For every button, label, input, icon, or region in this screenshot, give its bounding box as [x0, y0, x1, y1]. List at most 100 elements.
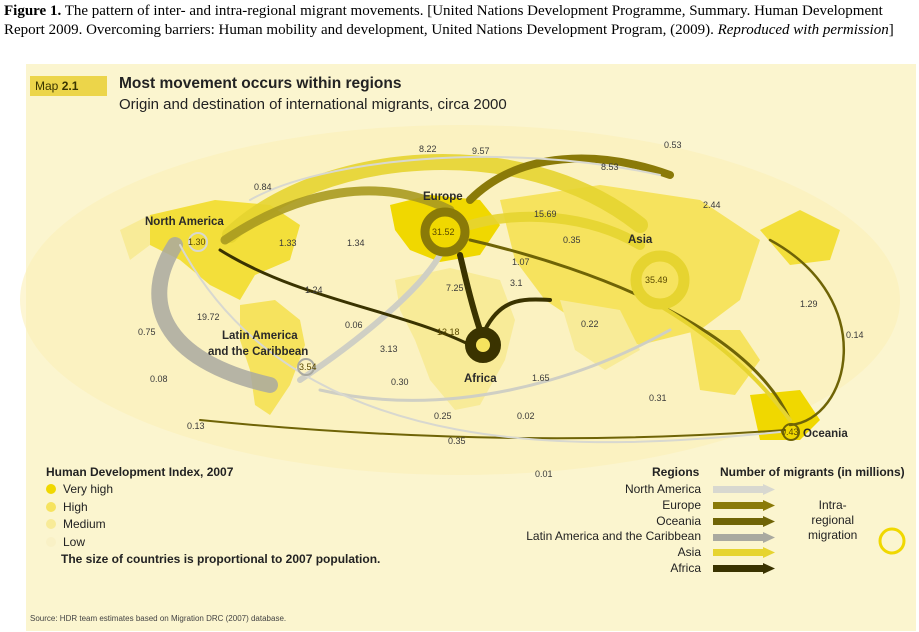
flow-asia-to-oceania: [648, 298, 792, 422]
flow-label: 9.57: [472, 146, 490, 156]
flow-north-america-to-oceania: [179, 244, 781, 444]
hdi-item-low: Low: [46, 535, 85, 549]
flow-label: 8.22: [419, 144, 437, 154]
region-legend-latin: Latin America and the Caribbean: [526, 529, 701, 543]
flow-europe-to-north-america: [220, 186, 455, 245]
region-legend-europe: Europe: [662, 498, 701, 512]
migrants-legend-title: Number of migrants (in millions): [720, 465, 905, 479]
flow-label: 2.44: [703, 200, 721, 210]
caption-permission: Reproduced with permission: [717, 22, 889, 38]
flow-label: 19.72: [197, 312, 220, 322]
intra-value-latin: 3.54: [299, 362, 317, 372]
caption-text: The pattern of inter- and intra-regional…: [4, 3, 883, 38]
world-landmass: [20, 125, 900, 475]
caption-close: ]: [888, 22, 894, 38]
flow-latin-to-europe: [297, 252, 443, 383]
flow-label: 1.34: [347, 238, 365, 248]
region-label-north-america: North America: [145, 216, 224, 228]
flow-label: 1.29: [800, 299, 818, 309]
intra-value-europe: 31.52: [432, 227, 455, 237]
hdi-item-label: Very high: [63, 482, 114, 496]
hdi-swatch-icon: [46, 484, 56, 494]
flow-label: 0.84: [254, 182, 272, 192]
flow-label: 0.22: [581, 319, 599, 329]
intra-north-america: [188, 232, 208, 252]
flow-label: 0.25: [434, 411, 452, 421]
hdi-swatch-icon: [46, 519, 56, 529]
intra-value-africa: 13.18: [437, 327, 460, 337]
map-subtitle: Origin and destination of international …: [119, 96, 507, 113]
flow-label: 0.08: [150, 374, 168, 384]
flow-label: 0.53: [664, 140, 682, 150]
flow-oceania-to-north-america: [768, 238, 845, 427]
intra-label-line: regional: [811, 513, 855, 527]
flow-label: 0.75: [138, 327, 156, 337]
intra-latin: [297, 358, 315, 376]
hdi-swatch-icon: [46, 537, 56, 547]
intra-circles: [188, 207, 800, 441]
flow-asia-to-north-america-2: [249, 156, 661, 201]
hdi-item-label: High: [63, 500, 88, 514]
flow-oceania-to-latin: [199, 419, 786, 440]
flow-africa-to-europe: [457, 252, 483, 333]
flow-label: 0.13: [187, 421, 205, 431]
map-title: Most movement occurs within regions: [119, 75, 402, 92]
hdi-item-label: Low: [63, 535, 86, 549]
region-legend-africa: Africa: [670, 561, 701, 575]
flow-label: 1.24: [305, 285, 323, 295]
intra-europe: [420, 207, 470, 257]
flow-arrows: [151, 154, 845, 444]
regions-legend-title: Regions: [652, 465, 700, 479]
hdi-item-high: High: [46, 500, 88, 514]
figure-caption: Figure 1. The pattern of inter- and intr…: [4, 2, 909, 40]
flow-asia-to-north-america: [222, 154, 648, 243]
flow-label: 7.25: [446, 283, 464, 293]
region-label-latin-2: and the Caribbean: [208, 346, 308, 358]
flow-label: 0.01: [535, 469, 553, 479]
flow-label: 1.65: [532, 373, 550, 383]
flow-label: 0.31: [649, 393, 667, 403]
intra-value-north-america: 1.30: [188, 237, 206, 247]
hdi-item-medium: Medium: [46, 517, 106, 531]
flow-label: 3.13: [380, 344, 398, 354]
legend-arrow-oceania: [713, 516, 775, 527]
intra-value-oceania: 0.43: [781, 427, 799, 437]
flow-label: 8.53: [601, 162, 619, 172]
flow-label: 0.14: [846, 330, 864, 340]
flow-latin-to-asia: [318, 328, 672, 402]
intra-regional-legend-icon: [878, 527, 906, 555]
legend-arrow-europe: [713, 500, 775, 511]
hdi-item-label: Medium: [63, 517, 106, 531]
flow-label: 1.33: [279, 238, 297, 248]
flow-label: 1.07: [512, 257, 530, 267]
legend-arrow-north-america: [713, 484, 775, 495]
legend-arrows: [713, 484, 906, 574]
legend-arrow-latin: [713, 532, 775, 543]
flow-label: 0.02: [517, 411, 535, 421]
intra-oceania: [782, 423, 800, 441]
flow-north-america-to-africa: [218, 248, 472, 347]
hdi-swatch-icon: [46, 502, 56, 512]
region-label-oceania: Oceania: [803, 428, 848, 440]
flow-label: 15.69: [534, 209, 557, 219]
legend-arrow-asia: [713, 547, 775, 558]
region-label-africa: Africa: [464, 373, 497, 385]
hdi-item-very-high: Very high: [46, 482, 113, 496]
intra-label-line: Intra-: [818, 498, 847, 512]
hdi-note: The size of countries is proportional to…: [61, 552, 381, 566]
intra-regional-label: Intra-regional migration: [808, 498, 857, 543]
source-note: Source: HDR team estimates based on Migr…: [30, 614, 287, 623]
map-badge: Map 2.1: [30, 76, 107, 96]
figure-label: Figure 1.: [4, 3, 62, 19]
intra-asia: [630, 250, 690, 310]
flow-label: 0.35: [563, 235, 581, 245]
map-badge-number: 2.1: [61, 79, 79, 93]
flow-label: 0.35: [448, 436, 466, 446]
flow-asia-to-europe: [465, 211, 645, 250]
flow-latin-to-north-america: [151, 237, 278, 393]
map-badge-prefix: Map: [35, 79, 59, 93]
flow-label: 0.30: [391, 377, 409, 387]
legend-arrow-africa: [713, 563, 775, 574]
intra-value-asia: 35.49: [645, 275, 668, 285]
